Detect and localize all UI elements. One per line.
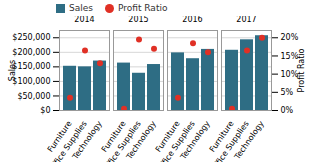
- svg-text:$100,000: $100,000: [12, 77, 50, 86]
- svg-text:15%: 15%: [280, 51, 299, 61]
- html-text:Sales: Sales: [69, 3, 93, 13]
- svg-text:Technology: Technology: [124, 119, 158, 162]
- svg-text:10%: 10%: [280, 69, 299, 79]
- svg-text:5%: 5%: [281, 88, 294, 97]
- svg-text:Sales: Sales: [8, 60, 17, 81]
- svg-text:Technology: Technology: [178, 119, 212, 162]
- svg-text:2015: 2015: [128, 16, 148, 24]
- svg-text:Furniture: Furniture: [153, 119, 182, 154]
- svg-text:2017: 2017: [236, 16, 256, 24]
- svg-text:Technology: Technology: [232, 119, 266, 162]
- svg-text:$150,000: $150,000: [12, 62, 50, 71]
- svg-text:2014: 2014: [74, 16, 94, 24]
- svg-text:0%: 0%: [281, 106, 294, 115]
- html-text:Profit Ratio: Profit Ratio: [118, 3, 168, 13]
- svg-text:Furniture: Furniture: [207, 119, 236, 154]
- svg-text:Technology: Technology: [70, 119, 104, 162]
- svg-text:Furniture: Furniture: [99, 119, 128, 154]
- svg-text:$50,000: $50,000: [17, 92, 50, 101]
- svg-text:2016: 2016: [182, 16, 202, 24]
- svg-text:Furniture: Furniture: [45, 119, 74, 154]
- svg-text:20%: 20%: [281, 33, 299, 42]
- svg-text:$0: $0: [40, 106, 50, 115]
- svg-text:$250,000: $250,000: [12, 33, 50, 42]
- svg-text:$200,000: $200,000: [12, 48, 50, 57]
- svg-text:Profit Ratio: Profit Ratio: [297, 48, 306, 92]
